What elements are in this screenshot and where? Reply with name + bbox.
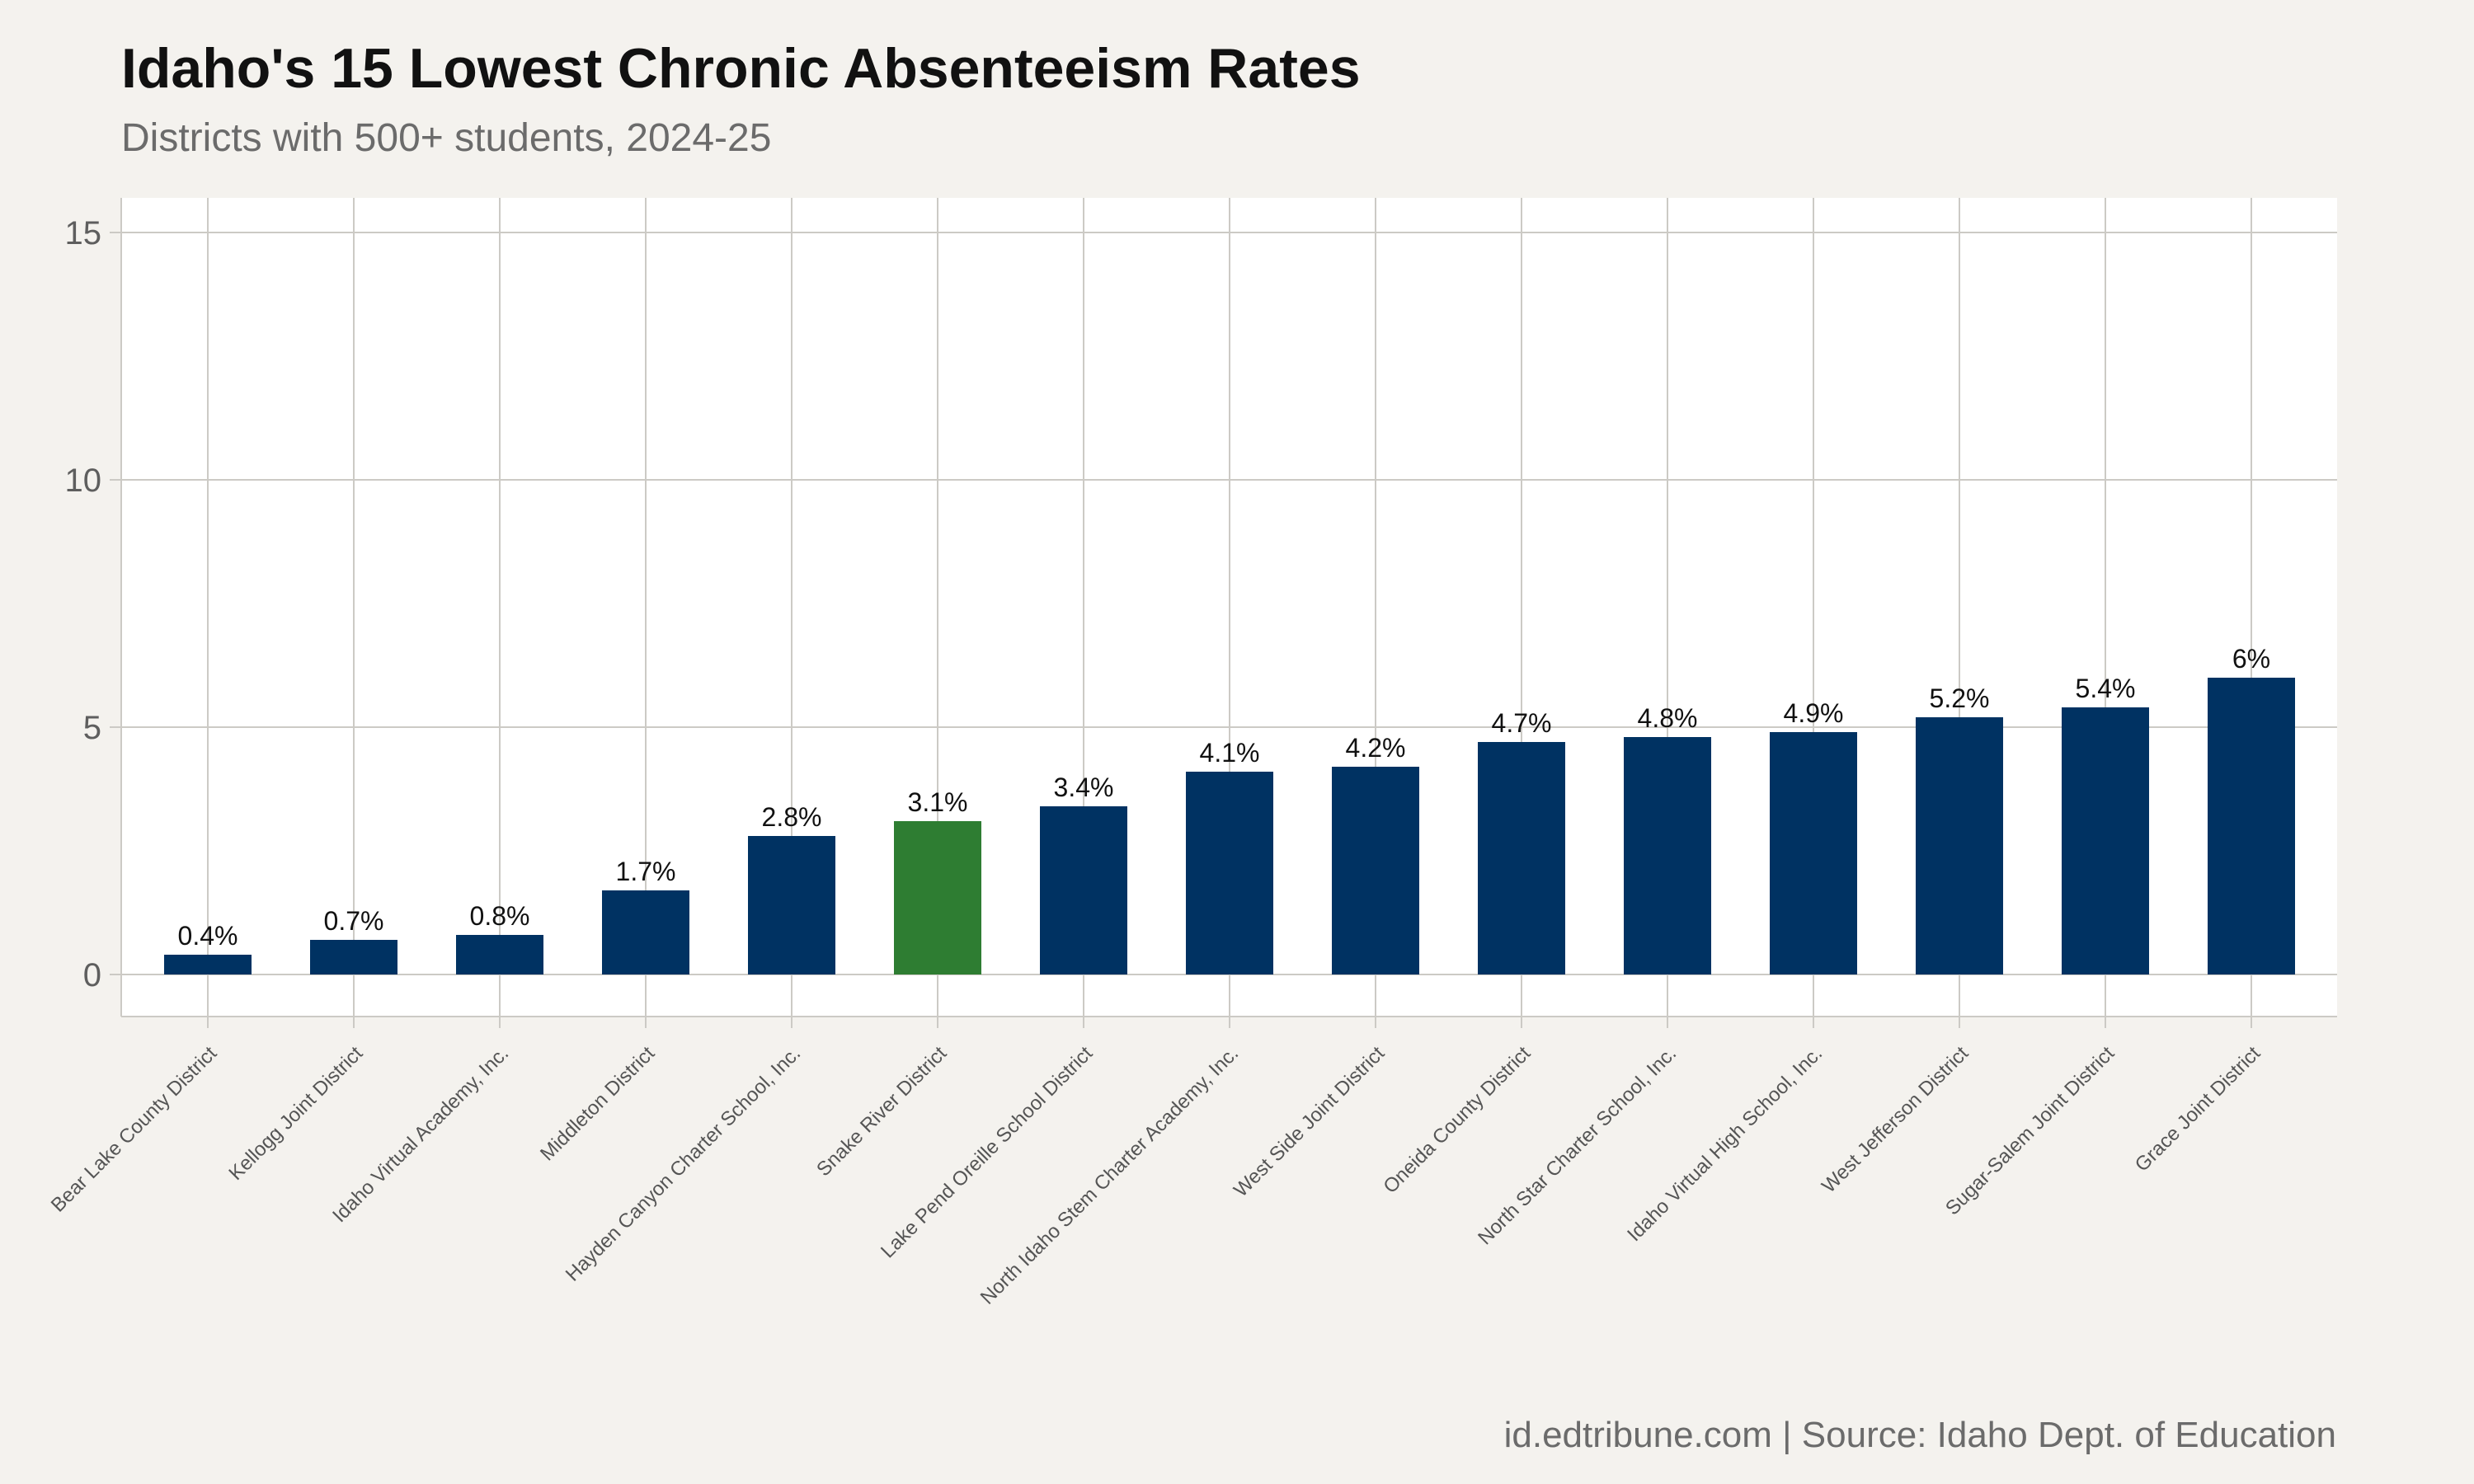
bar — [456, 935, 543, 974]
bar-value-label: 0.4% — [178, 921, 238, 951]
x-category-label: Grace Joint District — [2131, 1042, 2265, 1176]
bar-value-label: 1.7% — [616, 857, 676, 886]
bar — [748, 836, 835, 974]
x-category-label: Bear Lake County District — [47, 1042, 222, 1217]
bar — [1770, 732, 1857, 974]
y-tick-label: 15 — [65, 215, 102, 251]
bar-value-label: 3.1% — [908, 787, 968, 817]
bar-value-label: 4.7% — [1492, 708, 1552, 738]
bar — [894, 821, 981, 974]
bar-value-label: 6% — [2232, 644, 2270, 674]
bar — [2208, 678, 2295, 974]
x-category-label: Sugar-Salem Joint District — [1941, 1042, 2119, 1219]
bar — [602, 890, 689, 974]
y-tick-label: 0 — [83, 957, 101, 993]
x-category-label: Hayden Canyon Charter School, Inc. — [562, 1042, 805, 1285]
bar — [2062, 707, 2149, 974]
bar — [1478, 742, 1565, 974]
bar-value-label: 5.4% — [2076, 674, 2136, 703]
data-labels-group: 0.4% 0.7% 0.8% 1.7% 2.8% 3.1% 3.4% 4.1% 4.2% 4.7%… — [178, 644, 2271, 951]
source-caption: id.edtribune.com | Source: Idaho Dept. o… — [1503, 1415, 2336, 1455]
bar-value-label: 2.8% — [762, 802, 822, 832]
bar-value-label: 0.7% — [324, 906, 384, 936]
bar — [1624, 737, 1711, 974]
bar — [164, 955, 252, 974]
x-category-label: North Idaho Stem Charter Academy, Inc. — [976, 1042, 1243, 1308]
bar-value-label: 4.8% — [1638, 703, 1698, 733]
x-category-label: West Jefferson District — [1818, 1042, 1973, 1197]
x-category-label: Middleton District — [536, 1042, 659, 1165]
bar — [310, 940, 397, 974]
chart-subtitle: Districts with 500+ students, 2024-25 — [121, 116, 772, 160]
bars-group — [164, 678, 2295, 974]
bar — [1186, 772, 1273, 974]
x-category-label: Oneida County District — [1379, 1042, 1535, 1198]
bar-value-label: 4.2% — [1346, 733, 1406, 763]
bar-value-label: 3.4% — [1054, 773, 1114, 802]
chart-title: Idaho's 15 Lowest Chronic Absenteeism Ra… — [121, 37, 1361, 100]
bar-value-label: 0.8% — [470, 901, 530, 931]
x-category-label: Idaho Virtual Academy, Inc. — [328, 1042, 513, 1227]
x-category-label: Snake River District — [812, 1042, 951, 1181]
bar-value-label: 5.2% — [1930, 683, 1990, 713]
x-category-label: West Side Joint District — [1230, 1042, 1389, 1201]
bar-value-label: 4.1% — [1200, 738, 1260, 768]
bar-value-label: 4.9% — [1784, 698, 1844, 728]
x-category-label: Kellogg Joint District — [224, 1042, 367, 1185]
bar — [1916, 717, 2003, 974]
y-tick-label: 5 — [83, 710, 101, 746]
y-tick-label: 10 — [65, 463, 102, 499]
bar — [1040, 806, 1127, 974]
bar — [1332, 767, 1419, 974]
